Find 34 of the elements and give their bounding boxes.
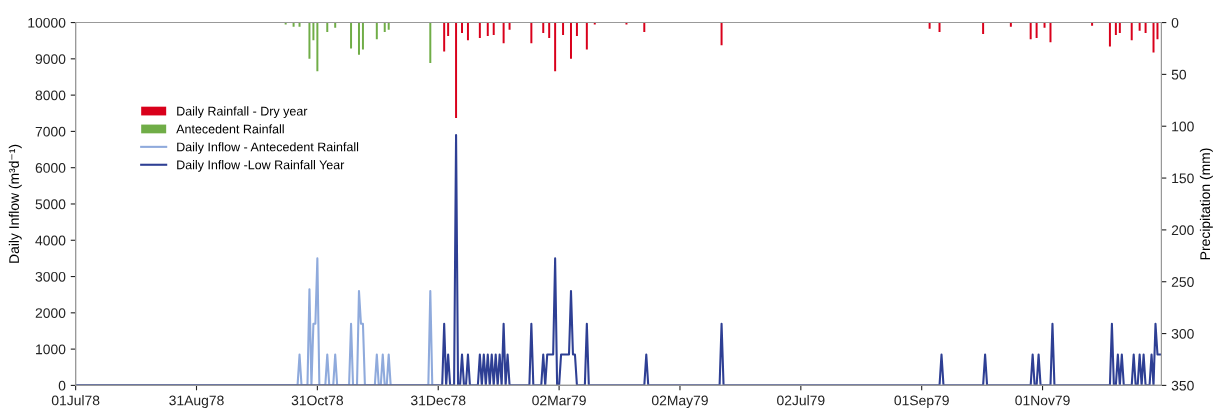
y2-tick-label: 250 xyxy=(1171,277,1194,287)
x-tick-label: 01Sep79 xyxy=(894,395,949,409)
legend-label: Daily Inflow - Antecedent Rainfall xyxy=(177,142,359,154)
y2-axis-title: Precipitation (mm) xyxy=(1199,148,1213,260)
y-tick-label: 10000 xyxy=(28,17,66,28)
y-tick-label: 4000 xyxy=(35,235,66,246)
y-axis-title: Daily Inflow (m³d⁻¹) xyxy=(8,144,22,263)
y-tick-label: 7000 xyxy=(35,126,66,137)
x-tick-label: 01Nov79 xyxy=(1015,395,1070,406)
x-tick-label: 02Jul79 xyxy=(777,395,825,406)
y-tick-label: 0 xyxy=(58,380,66,391)
y2-tick-label: 100 xyxy=(1172,121,1194,132)
y-tick-label: 1000 xyxy=(36,344,66,355)
legend-label: Antecedent Rainfall xyxy=(176,124,284,134)
x-tick-label: 31Oct78 xyxy=(291,395,344,406)
x-tick-label: 31Aug78 xyxy=(169,395,224,409)
y-tick-label: 8000 xyxy=(35,90,66,101)
y2-tick-label: 0 xyxy=(1171,17,1179,28)
x-tick-label: 02Mar79 xyxy=(532,395,586,406)
y2-tick-label: 350 xyxy=(1171,380,1194,391)
y2-tick-label: 200 xyxy=(1171,225,1194,236)
x-tick-label: 31Dec78 xyxy=(410,395,466,406)
legend-label: Daily Rainfall - Dry year xyxy=(177,106,308,119)
y-tick-label: 9000 xyxy=(35,54,66,64)
y-tick-label: 6000 xyxy=(35,163,66,173)
x-tick-label: 02May79 xyxy=(651,395,708,409)
y-tick-label: 5000 xyxy=(35,199,66,210)
x-tick-label: 01Jul78 xyxy=(51,395,100,406)
y2-tick-label: 300 xyxy=(1171,328,1194,339)
legend-label: Daily Inflow -Low Rainfall Year xyxy=(177,160,345,172)
y2-tick-label: 50 xyxy=(1171,69,1187,80)
y-tick-label: 2000 xyxy=(35,308,66,318)
y-tick-label: 3000 xyxy=(35,271,66,282)
y2-tick-label: 150 xyxy=(1172,173,1194,184)
